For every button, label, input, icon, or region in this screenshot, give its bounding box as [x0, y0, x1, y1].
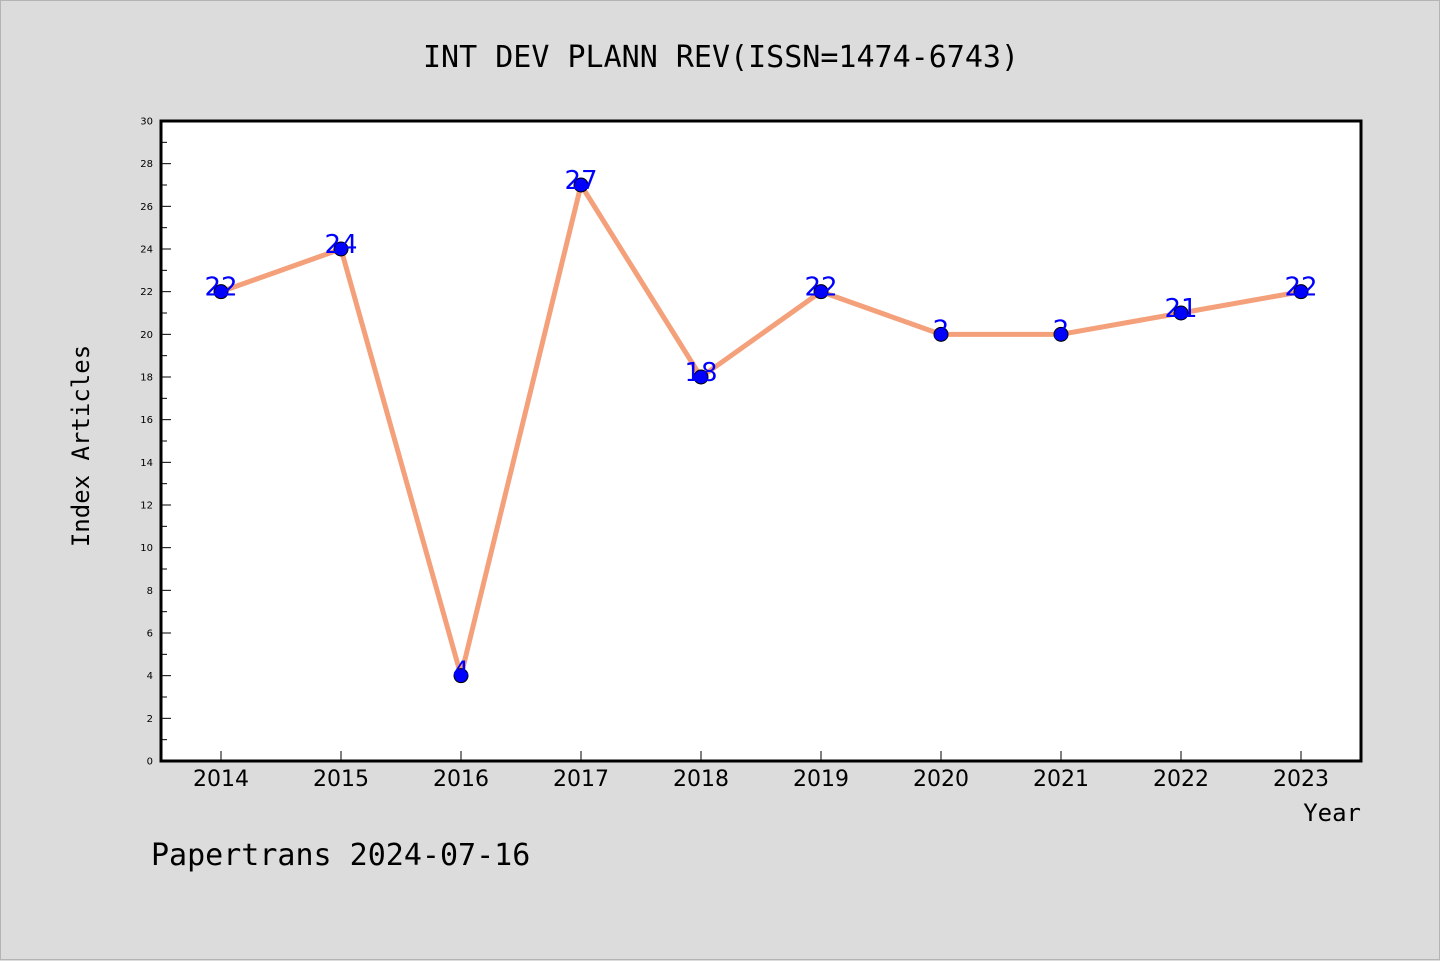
data-point: [813, 284, 829, 300]
y-tick-label: 18: [140, 373, 153, 384]
data-point: [693, 369, 709, 385]
data-label: 2: [933, 315, 950, 345]
y-tick-label: 8: [147, 586, 153, 597]
x-tick-label: 2023: [1273, 767, 1329, 792]
data-point: [333, 241, 349, 257]
x-axis-ticks: 2014 2015 2016 2017 2018 2019 2020 2021 2022 2023: [193, 751, 1329, 792]
y-tick-label: 16: [140, 415, 153, 426]
x-tick-label: 2018: [673, 767, 729, 792]
y-axis-label: Index Articles: [67, 345, 95, 547]
data-label: 27: [564, 166, 597, 196]
data-point: [453, 668, 469, 684]
data-point: [1293, 284, 1309, 300]
x-tick-label: 2022: [1153, 767, 1209, 792]
y-tick-label: 4: [147, 671, 153, 682]
chart-title: INT DEV PLANN REV(ISSN=1474-6743): [423, 40, 1019, 75]
plot-area: [159, 119, 1363, 763]
data-label: 22: [804, 273, 837, 303]
x-tick-label: 2017: [553, 767, 609, 792]
data-point: [1053, 326, 1069, 342]
x-tick-label: 2021: [1033, 767, 1089, 792]
x-tick-label: 2020: [913, 767, 969, 792]
data-label: 2: [1053, 315, 1070, 345]
data-label: 22: [204, 273, 237, 303]
x-axis-label: Year: [1303, 799, 1361, 827]
y-tick-label: 2: [147, 714, 153, 725]
y-tick-label: 0: [147, 757, 153, 768]
y-tick-label: 22: [140, 287, 153, 298]
y-tick-label: 24: [140, 245, 153, 256]
y-tick-label: 12: [140, 501, 153, 512]
y-tick-label: 10: [140, 543, 153, 554]
data-point: [573, 177, 589, 193]
data-markers: [213, 177, 1309, 684]
data-label: 22: [1284, 273, 1317, 303]
data-point: [213, 284, 229, 300]
x-tick-label: 2016: [433, 767, 489, 792]
data-label: 18: [684, 358, 717, 388]
y-tick-label: 14: [140, 458, 153, 469]
data-point: [933, 326, 949, 342]
data-label: 4: [453, 657, 470, 687]
footer-credit: Papertrans 2024-07-16: [151, 838, 530, 873]
y-tick-label: 26: [140, 202, 153, 213]
data-label: 21: [1164, 294, 1197, 324]
y-tick-label: 6: [147, 629, 153, 640]
data-point: [1173, 305, 1189, 321]
y-tick-label: 20: [140, 330, 153, 341]
x-tick-label: 2014: [193, 767, 249, 792]
y-tick-label: 28: [140, 159, 153, 170]
series-line: [220, 182, 1302, 679]
x-tick-label: 2015: [313, 767, 369, 792]
x-tick-label: 2019: [793, 767, 849, 792]
y-tick-label: 30: [140, 117, 153, 128]
data-label: 24: [324, 230, 357, 260]
